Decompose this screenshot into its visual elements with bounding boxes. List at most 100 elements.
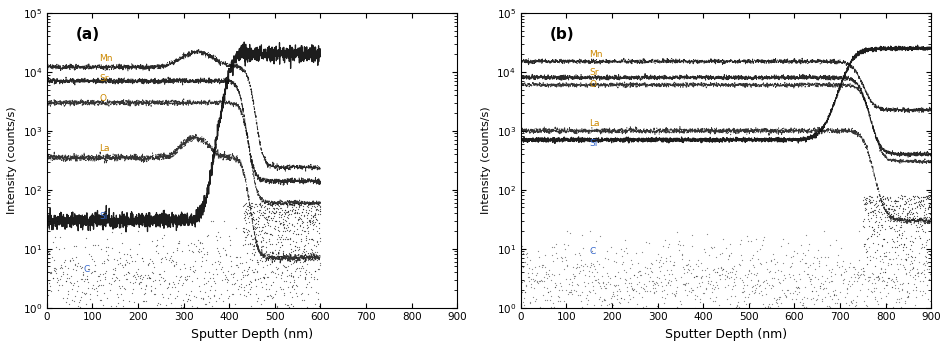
Point [624, 280, 639, 286]
Point [282, 253, 297, 258]
Point [912, 235, 927, 241]
Point [897, 300, 912, 306]
Point [886, 271, 902, 277]
Point [229, 262, 245, 268]
Point [890, 203, 905, 209]
Point [729, 268, 744, 274]
Point [264, 203, 280, 208]
Point [277, 264, 292, 270]
Point [201, 299, 216, 304]
Point [289, 244, 304, 250]
Point [871, 197, 886, 203]
Point [160, 251, 175, 256]
Point [95, 302, 110, 308]
Point [574, 233, 590, 238]
Point [766, 328, 781, 334]
Point [619, 288, 634, 294]
Point [813, 280, 829, 285]
Point [710, 332, 725, 338]
Point [877, 286, 892, 291]
Point [288, 231, 303, 237]
Point [250, 232, 265, 238]
Point [799, 295, 814, 301]
Point [49, 244, 64, 249]
Point [286, 206, 301, 211]
Point [46, 257, 62, 263]
Point [570, 281, 585, 287]
Point [787, 277, 802, 282]
Point [254, 301, 269, 307]
Point [308, 207, 323, 213]
Point [306, 201, 321, 206]
Point [848, 302, 864, 308]
Point [100, 245, 116, 250]
Point [853, 266, 868, 271]
Point [874, 257, 889, 262]
Point [297, 228, 312, 234]
Point [880, 301, 895, 307]
Point [257, 211, 272, 216]
Point [885, 203, 901, 208]
Point [97, 274, 112, 280]
Point [155, 294, 171, 299]
Point [227, 281, 242, 287]
Point [876, 236, 891, 242]
Point [232, 254, 247, 260]
Point [247, 319, 263, 324]
Point [164, 257, 179, 262]
Point [265, 200, 281, 206]
Point [856, 272, 871, 278]
Point [907, 319, 922, 324]
Point [262, 205, 277, 211]
Point [59, 300, 74, 305]
Point [850, 275, 866, 281]
Point [123, 222, 138, 228]
Point [600, 256, 615, 261]
Point [276, 228, 291, 234]
Point [657, 276, 672, 282]
Point [50, 287, 65, 293]
Point [918, 205, 933, 211]
Point [861, 244, 876, 250]
Point [623, 283, 638, 288]
Point [859, 254, 874, 259]
Point [913, 335, 928, 341]
Point [84, 269, 100, 275]
Point [557, 254, 573, 260]
Point [292, 202, 307, 208]
Point [910, 270, 925, 275]
Point [855, 343, 870, 348]
Point [92, 323, 107, 329]
Point [289, 210, 304, 215]
Point [521, 275, 537, 280]
Point [199, 251, 214, 257]
Point [667, 293, 683, 299]
Point [295, 250, 310, 255]
Point [191, 238, 206, 243]
Point [607, 258, 622, 263]
Point [900, 289, 915, 294]
Point [705, 283, 720, 288]
Point [260, 274, 275, 279]
Point [563, 289, 578, 295]
Point [868, 274, 884, 280]
Point [192, 288, 208, 294]
Point [260, 293, 275, 298]
Point [881, 198, 896, 203]
Point [287, 209, 302, 214]
Point [177, 274, 192, 280]
Point [869, 193, 884, 199]
Point [580, 298, 595, 303]
Point [672, 242, 687, 247]
Point [288, 239, 303, 245]
Point [645, 282, 660, 287]
Point [250, 276, 265, 282]
Point [711, 308, 726, 313]
Point [264, 295, 280, 300]
Point [48, 267, 64, 272]
Point [158, 256, 173, 262]
Point [203, 284, 218, 289]
Point [889, 261, 904, 267]
Point [822, 293, 837, 299]
Point [655, 243, 670, 248]
